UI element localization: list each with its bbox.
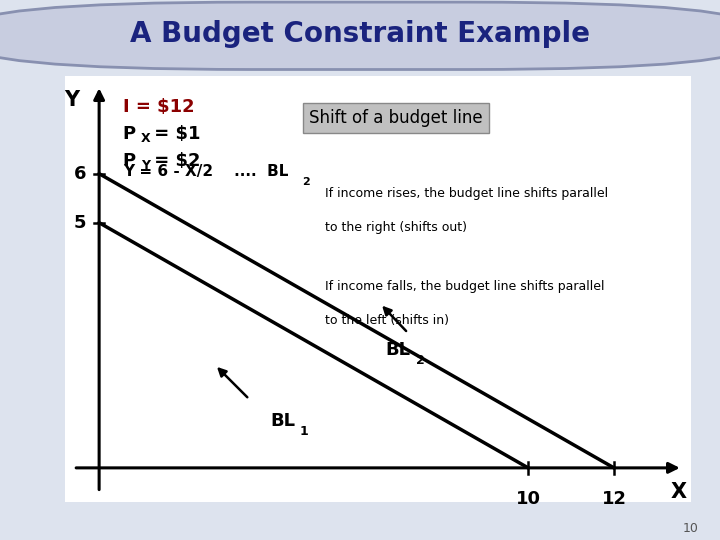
Text: Y: Y — [140, 159, 150, 172]
Text: = $2: = $2 — [148, 152, 201, 170]
Text: = $1: = $1 — [148, 125, 201, 143]
Text: 2: 2 — [415, 354, 425, 367]
Text: X: X — [670, 482, 686, 502]
Text: 10: 10 — [516, 490, 541, 508]
Text: BL: BL — [386, 341, 410, 359]
FancyBboxPatch shape — [0, 2, 720, 70]
Text: 5: 5 — [73, 214, 86, 232]
Text: Y = 6 - X/2    ....  BL: Y = 6 - X/2 .... BL — [122, 164, 288, 179]
Text: P: P — [122, 152, 136, 170]
Text: to the right (shifts out): to the right (shifts out) — [325, 221, 467, 234]
Text: BL: BL — [270, 413, 295, 430]
Text: P: P — [122, 125, 136, 143]
Text: I = $12: I = $12 — [122, 98, 194, 116]
Text: Y: Y — [63, 90, 78, 110]
Text: 2: 2 — [302, 177, 310, 187]
Text: 1: 1 — [300, 424, 309, 437]
Text: If income rises, the budget line shifts parallel: If income rises, the budget line shifts … — [325, 186, 608, 199]
Text: Shift of a budget line: Shift of a budget line — [309, 109, 482, 127]
Text: X: X — [140, 132, 150, 145]
Text: A Budget Constraint Example: A Budget Constraint Example — [130, 19, 590, 48]
Text: 10: 10 — [683, 522, 698, 535]
Text: to the left (shifts in): to the left (shifts in) — [325, 314, 449, 327]
Text: 12: 12 — [601, 490, 626, 508]
Text: If income falls, the budget line shifts parallel: If income falls, the budget line shifts … — [325, 280, 604, 293]
Text: 6: 6 — [73, 165, 86, 183]
